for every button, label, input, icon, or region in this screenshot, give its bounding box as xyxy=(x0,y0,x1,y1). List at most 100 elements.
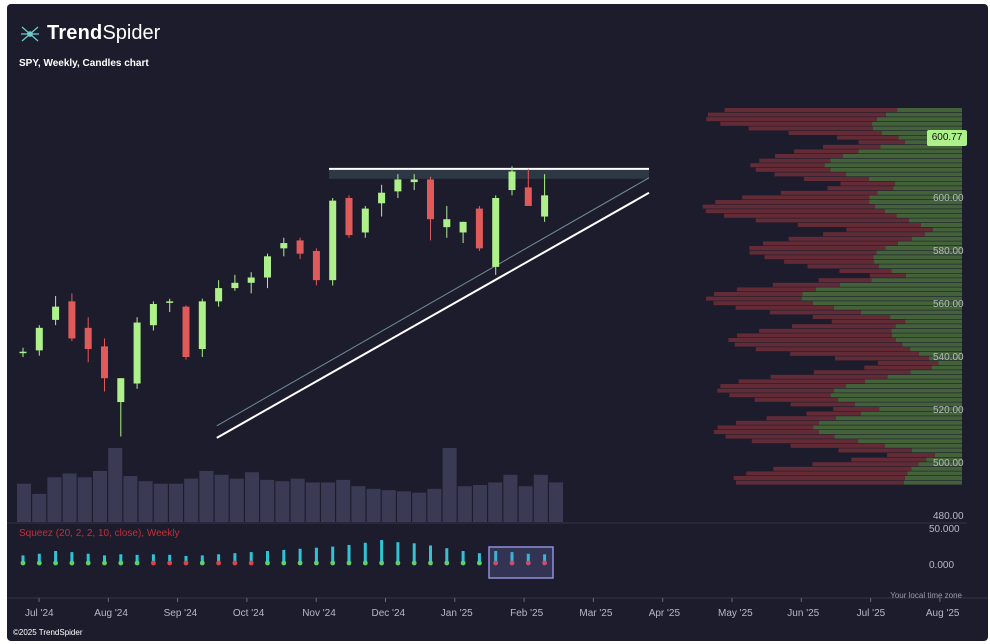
volume-profile-sell xyxy=(702,204,875,209)
squeeze-dot xyxy=(297,560,303,566)
volume-profile-buy xyxy=(924,232,962,237)
time-tick-label: Oct '24 xyxy=(233,608,265,619)
volume-profile-buy xyxy=(876,117,962,122)
volume-profile-buy xyxy=(934,453,962,457)
volume-profile-buy xyxy=(815,287,962,292)
squeeze-dot xyxy=(379,560,384,566)
volume-profile-buy xyxy=(910,347,962,352)
trendlines[interactable] xyxy=(216,167,650,439)
candle-body xyxy=(361,208,369,233)
squeeze-highlight-box xyxy=(488,546,554,579)
squeeze-dot xyxy=(509,560,515,566)
volume-profile-sell xyxy=(766,416,836,421)
squeeze-indicator-label[interactable]: Squeez (20, 2, 2, 10, close), Weekly xyxy=(19,528,180,539)
squeeze-dot xyxy=(199,560,205,566)
volume-profile-buy xyxy=(860,411,962,416)
volume-profile-buy xyxy=(869,200,962,204)
squeeze-dot xyxy=(69,560,75,566)
candle-body xyxy=(68,301,76,339)
volume-profile-buy xyxy=(932,227,962,232)
squeeze-dot xyxy=(281,560,287,566)
squeeze-bar xyxy=(200,555,204,562)
squeeze-dot xyxy=(395,560,401,566)
volume-profile-sell xyxy=(790,402,855,407)
volume-profile-sell xyxy=(834,356,929,361)
volume-profile-buy xyxy=(835,416,962,421)
volume-bar xyxy=(17,483,31,522)
volume-profile-buy xyxy=(818,430,962,434)
volume-bar xyxy=(153,483,168,522)
volume-profile-buy xyxy=(872,126,962,131)
squeeze-dot xyxy=(493,560,499,566)
candle-body xyxy=(280,243,288,249)
volume-profile-sell xyxy=(755,218,909,223)
price-tick-label: 520.00 xyxy=(933,405,964,416)
volume-profile-buy xyxy=(895,338,962,342)
candle-body xyxy=(182,306,190,357)
volume-profile-buy xyxy=(910,370,962,375)
volume-profile-sell xyxy=(794,149,859,154)
volume-profile-buy xyxy=(884,443,962,448)
volume-profile-buy xyxy=(860,310,962,315)
volume-profile-buy xyxy=(885,246,962,250)
volume-profile-sell xyxy=(791,324,896,329)
volume-profile-sell xyxy=(706,117,877,122)
volume-profile-sell xyxy=(851,457,927,462)
price-axis: 600.00 580.00 560.00 540.00 520.00 500.00 480.… xyxy=(933,193,964,522)
volume-bar xyxy=(62,473,77,522)
candle-body xyxy=(329,200,337,281)
volume-profile-sell xyxy=(746,471,908,476)
squeeze-bar xyxy=(429,545,432,562)
price-tick-label: 600.00 xyxy=(933,193,964,204)
volume-profile-sell xyxy=(729,393,831,398)
brand-logo[interactable]: TrendSpider xyxy=(19,22,160,45)
volume-profile-sell xyxy=(790,443,885,448)
volume-profile-sell xyxy=(833,407,880,411)
volume-profile-sell xyxy=(759,158,831,163)
volume-profile-sell xyxy=(735,420,819,425)
volume-bar xyxy=(442,448,457,522)
volume-profile-buy xyxy=(824,163,962,168)
squeeze-bar xyxy=(233,553,237,562)
volume-profile-sell xyxy=(858,140,906,145)
squeeze-bar xyxy=(168,554,172,562)
volume-profile-sell xyxy=(755,167,831,172)
volume-profile-buy xyxy=(802,292,962,296)
squeeze-bar xyxy=(543,554,547,562)
volume-profile-buy xyxy=(873,255,962,260)
volume-profile-sell xyxy=(724,108,898,112)
volume-profile-sell xyxy=(770,374,888,379)
squeeze-bar xyxy=(412,543,416,562)
volume-profile-buy xyxy=(908,218,962,223)
volume-bar xyxy=(488,482,503,522)
volume-profile xyxy=(702,108,962,485)
time-tick-label: May '25 xyxy=(718,608,753,619)
squeeze-bar xyxy=(477,553,481,562)
volume-profile-sell xyxy=(713,430,819,434)
squeeze-bar xyxy=(135,554,139,562)
volume-profile-sell xyxy=(759,328,892,333)
candle-body xyxy=(19,351,27,354)
volume-profile-sell xyxy=(797,223,921,227)
volume-profile-sell xyxy=(734,342,903,347)
volume-profile-buy xyxy=(878,264,962,269)
volume-profile-sell xyxy=(713,301,813,306)
price-tick-label: 480.00 xyxy=(933,511,964,522)
volume-profile-buy xyxy=(813,425,962,430)
squeeze-bar xyxy=(37,553,41,562)
volume-profile-sell xyxy=(705,296,802,301)
volume-profile-sell xyxy=(742,195,870,200)
timezone-label[interactable]: Your local time zone xyxy=(890,591,962,600)
volume-bar xyxy=(457,486,472,522)
volume-bar xyxy=(290,478,305,522)
price-chart[interactable]: 600.00 580.00 560.00 540.00 520.00 500.00 480.… xyxy=(7,4,988,641)
volume-profile-buy xyxy=(830,158,962,163)
squeeze-bar xyxy=(363,542,367,562)
candle-body xyxy=(312,251,320,281)
volume-profile-sell xyxy=(827,186,894,191)
candle-body xyxy=(378,192,386,204)
volume-profile-sell xyxy=(751,439,858,444)
squeeze-bar xyxy=(380,540,384,562)
volume-profile-sell xyxy=(869,273,906,278)
volume-bar xyxy=(412,492,427,522)
